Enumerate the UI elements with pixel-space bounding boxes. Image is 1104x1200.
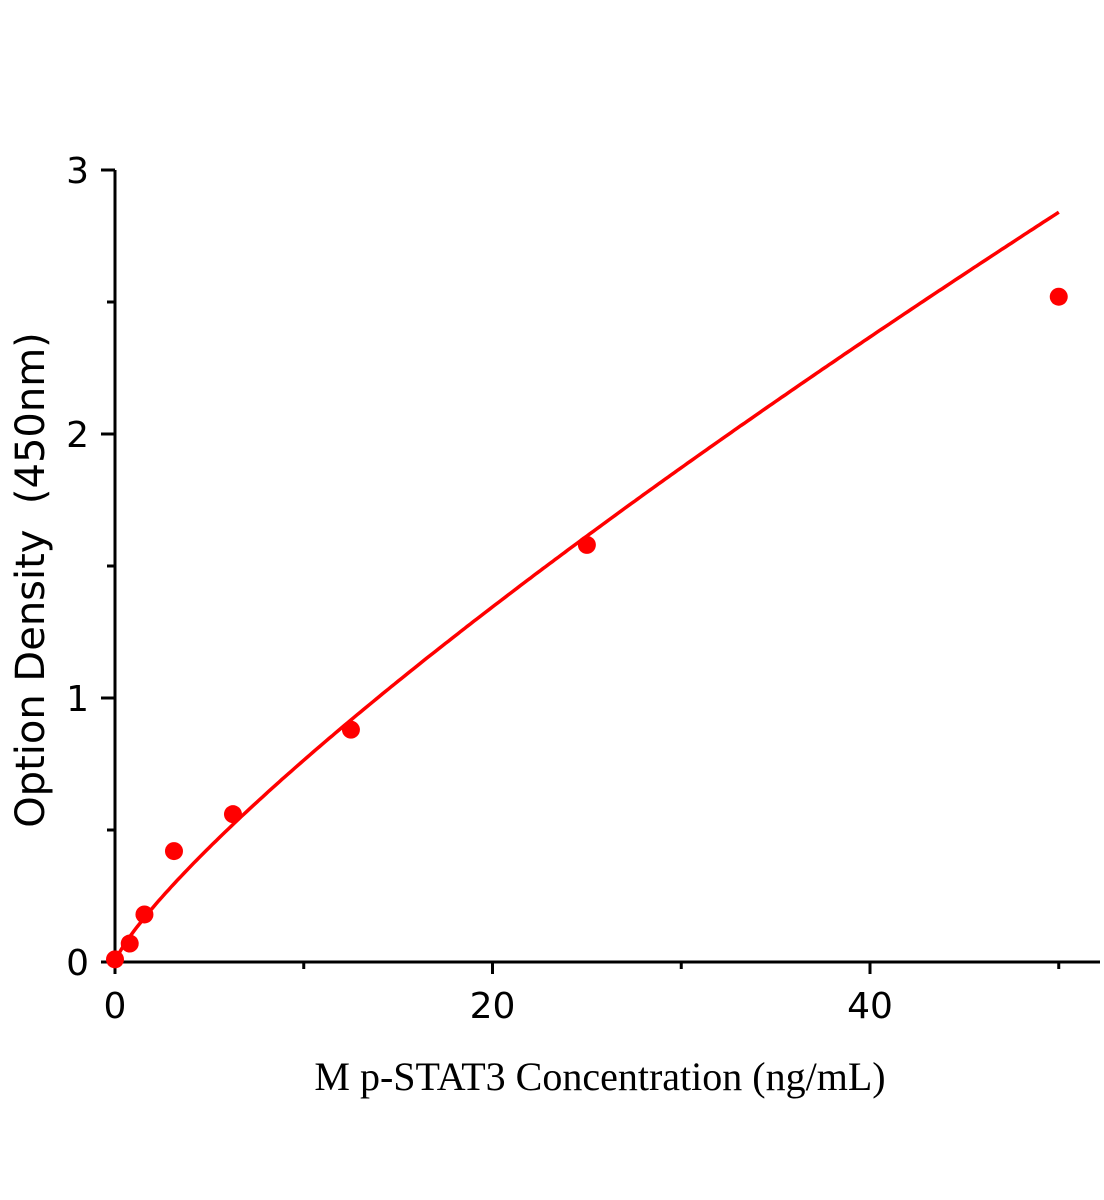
axes: 0 20 40 0 1 2 3 [66,151,1100,1027]
x-tick-label: 0 [104,986,127,1027]
y-tick-label: 2 [66,415,89,456]
y-tick-label: 3 [66,151,89,192]
fit-curve [113,210,1060,963]
data-point [164,842,183,861]
data-point [577,535,596,554]
x-axis-label: M p-STAT3 Concentration (ng/mL) [314,1054,885,1099]
y-tick-label: 1 [66,679,89,720]
data-point [106,950,124,969]
y-tick-label: 0 [66,943,89,984]
data-points [106,287,1068,969]
data-point [135,905,154,924]
y-axis-label: Option Density (450nm) [8,332,54,828]
data-point [341,720,360,739]
x-tick-label: 20 [470,986,516,1027]
data-point [223,805,242,824]
data-point [1049,287,1068,306]
data-point [120,934,139,953]
x-tick-label: 40 [847,986,893,1027]
